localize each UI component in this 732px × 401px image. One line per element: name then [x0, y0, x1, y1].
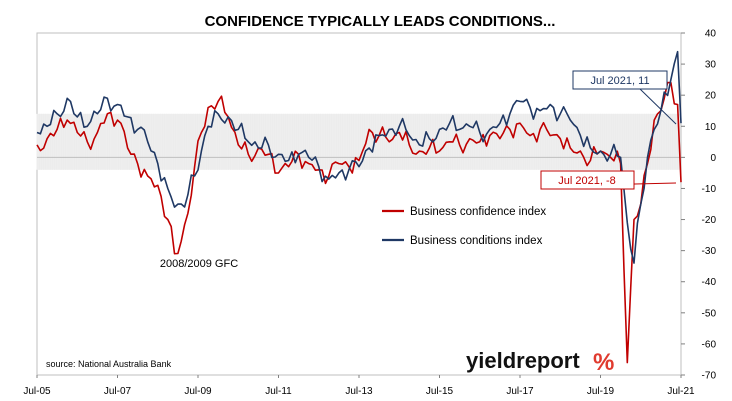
legend: Business confidence index Business condi…: [382, 206, 546, 247]
conditions-callout-label: Jul 2021, 11: [590, 75, 649, 87]
y-tick-label: -50: [702, 308, 717, 319]
x-tick-label: Jul-11: [265, 386, 292, 397]
series-line-conditions: [36, 50, 682, 264]
annotations: Jul 2021, 11 Jul 2021, -8 2008/2009 GFC: [160, 70, 677, 270]
logo-percent-icon: %: [593, 349, 614, 376]
y-tick-label: 40: [705, 29, 717, 40]
y-tick-label: 10: [705, 122, 717, 133]
source-note: source: National Australia Bank: [46, 359, 172, 369]
x-tick-label: Jul-15: [426, 386, 454, 397]
y-tick-label: 30: [705, 60, 717, 71]
x-tick-label: Jul-09: [184, 386, 212, 397]
chart-title: CONFIDENCE TYPICALLY LEADS CONDITIONS...: [205, 13, 556, 30]
confidence-callout-leader: [633, 182, 677, 185]
gfc-annotation: 2008/2009 GFC: [160, 258, 238, 270]
series-line-confidence: [36, 81, 682, 364]
series-lines: [36, 50, 682, 364]
x-tick-label: Jul-13: [345, 386, 373, 397]
y-tick-label: -60: [702, 339, 717, 350]
conditions-callout-box: [572, 70, 668, 90]
y-tick-label: 20: [705, 91, 717, 102]
conditions-callout-leader: [639, 88, 677, 125]
y-tick-label: -20: [702, 215, 717, 226]
x-tick-label: Jul-21: [667, 386, 695, 397]
x-axis: Jul-05 Jul-07 Jul-09 Jul-11 Jul-13 Jul-15 Jul-…: [23, 375, 695, 397]
y-tick-label: 0: [710, 153, 716, 164]
y-tick-label: -40: [702, 277, 717, 288]
yieldreport-logo: yieldreport %: [466, 348, 614, 376]
legend-label-confidence: Business confidence index: [410, 206, 546, 218]
logo-wordmark: yieldreport: [466, 348, 580, 373]
legend-label-conditions: Business conditions index: [410, 235, 543, 247]
confidence-callout-box: [540, 170, 635, 190]
confidence-callout-label: Jul 2021, -8: [558, 175, 615, 187]
x-tick-label: Jul-17: [506, 386, 534, 397]
x-tick-label: Jul-05: [23, 386, 51, 397]
y-axis: -70 -60 -50 -40 -30 -20 -10 0 10 20 30 40: [681, 29, 716, 382]
shaded-band: [36, 113, 681, 170]
y-tick-label: -10: [702, 184, 717, 195]
y-tick-label: -30: [702, 246, 717, 257]
x-tick-label: Jul-07: [104, 386, 132, 397]
y-tick-label: -70: [702, 371, 717, 382]
x-tick-label: Jul-19: [587, 386, 615, 397]
